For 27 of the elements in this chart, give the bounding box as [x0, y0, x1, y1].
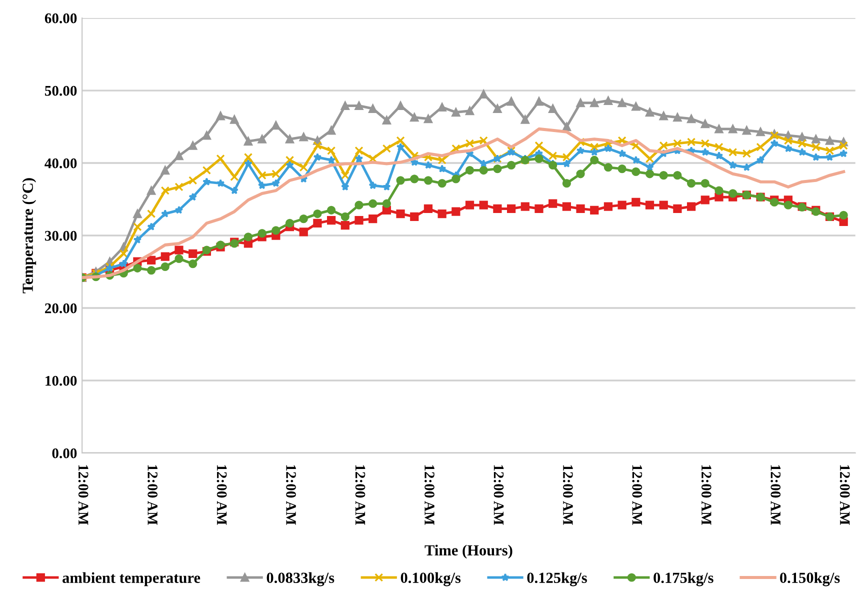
- y-axis-title: Temperature (°C): [22, 178, 36, 294]
- y-tick-label: 50.00: [44, 86, 77, 96]
- legend-label: 0.150kg/s: [780, 572, 840, 586]
- y-tick-label: 20.00: [45, 303, 77, 314]
- legend-label: 0.175kg/s: [654, 572, 714, 586]
- legend-label: 0.100kg/s: [400, 572, 461, 586]
- x-tick-label: 12:00 AM: [424, 465, 434, 525]
- x-tick-label: 12:00 AM: [216, 465, 227, 525]
- x-tick-label: 12:00 AM: [355, 465, 366, 525]
- x-tick-label: 12:00 AM: [148, 465, 158, 525]
- legend-label: 0.0833kg/s: [266, 572, 334, 586]
- y-tick-label: 40.00: [44, 158, 77, 168]
- x-tick-label: 12:00 AM: [286, 465, 296, 525]
- x-axis-title: Time (Hours): [424, 544, 512, 559]
- x-tick-label: 12:00 AM: [701, 465, 712, 525]
- legend-label: 0.125kg/s: [527, 572, 587, 586]
- x-tick-label: 12:00 AM: [840, 465, 850, 525]
- legend-label: ambient temperature: [62, 572, 200, 586]
- x-tick-label: 12:00 AM: [770, 465, 781, 525]
- y-tick-label: 60.00: [44, 13, 77, 24]
- x-tick-label: 12:00 AM: [632, 465, 642, 525]
- x-tick-label: 12:00 AM: [562, 465, 573, 525]
- x-tick-label: 12:00 AM: [494, 465, 504, 525]
- x-tick-label: 12:00 AM: [78, 465, 88, 525]
- y-tick-label: 30.00: [44, 230, 77, 241]
- y-tick-label: 0.00: [52, 448, 77, 458]
- y-tick-label: 10.00: [46, 376, 77, 386]
